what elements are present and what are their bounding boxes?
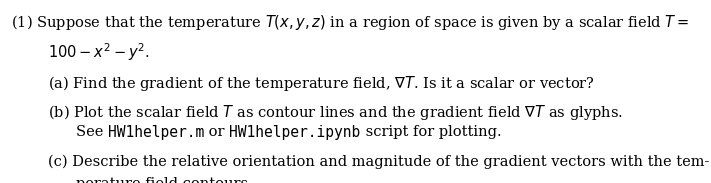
Text: HW1helper.ipynb: HW1helper.ipynb xyxy=(230,125,360,140)
Text: (b) Plot the scalar field $T$ as contour lines and the gradient field $\nabla T$: (b) Plot the scalar field $T$ as contour… xyxy=(48,103,624,122)
Text: perature field contours.: perature field contours. xyxy=(76,177,253,183)
Text: script for plotting.: script for plotting. xyxy=(360,125,501,139)
Text: See: See xyxy=(76,125,108,139)
Text: HW1helper.m: HW1helper.m xyxy=(108,125,204,140)
Text: (a) Find the gradient of the temperature field, $\nabla T$. Is it a scalar or ve: (a) Find the gradient of the temperature… xyxy=(48,74,595,93)
Text: (c) Describe the relative orientation and magnitude of the gradient vectors with: (c) Describe the relative orientation an… xyxy=(48,155,710,169)
Text: $100 - x^2 - y^2$.: $100 - x^2 - y^2$. xyxy=(48,41,150,63)
Text: (1) Suppose that the temperature $T(x, y, z)$ in a region of space is given by a: (1) Suppose that the temperature $T(x, y… xyxy=(11,13,689,32)
Text: or: or xyxy=(204,125,230,139)
